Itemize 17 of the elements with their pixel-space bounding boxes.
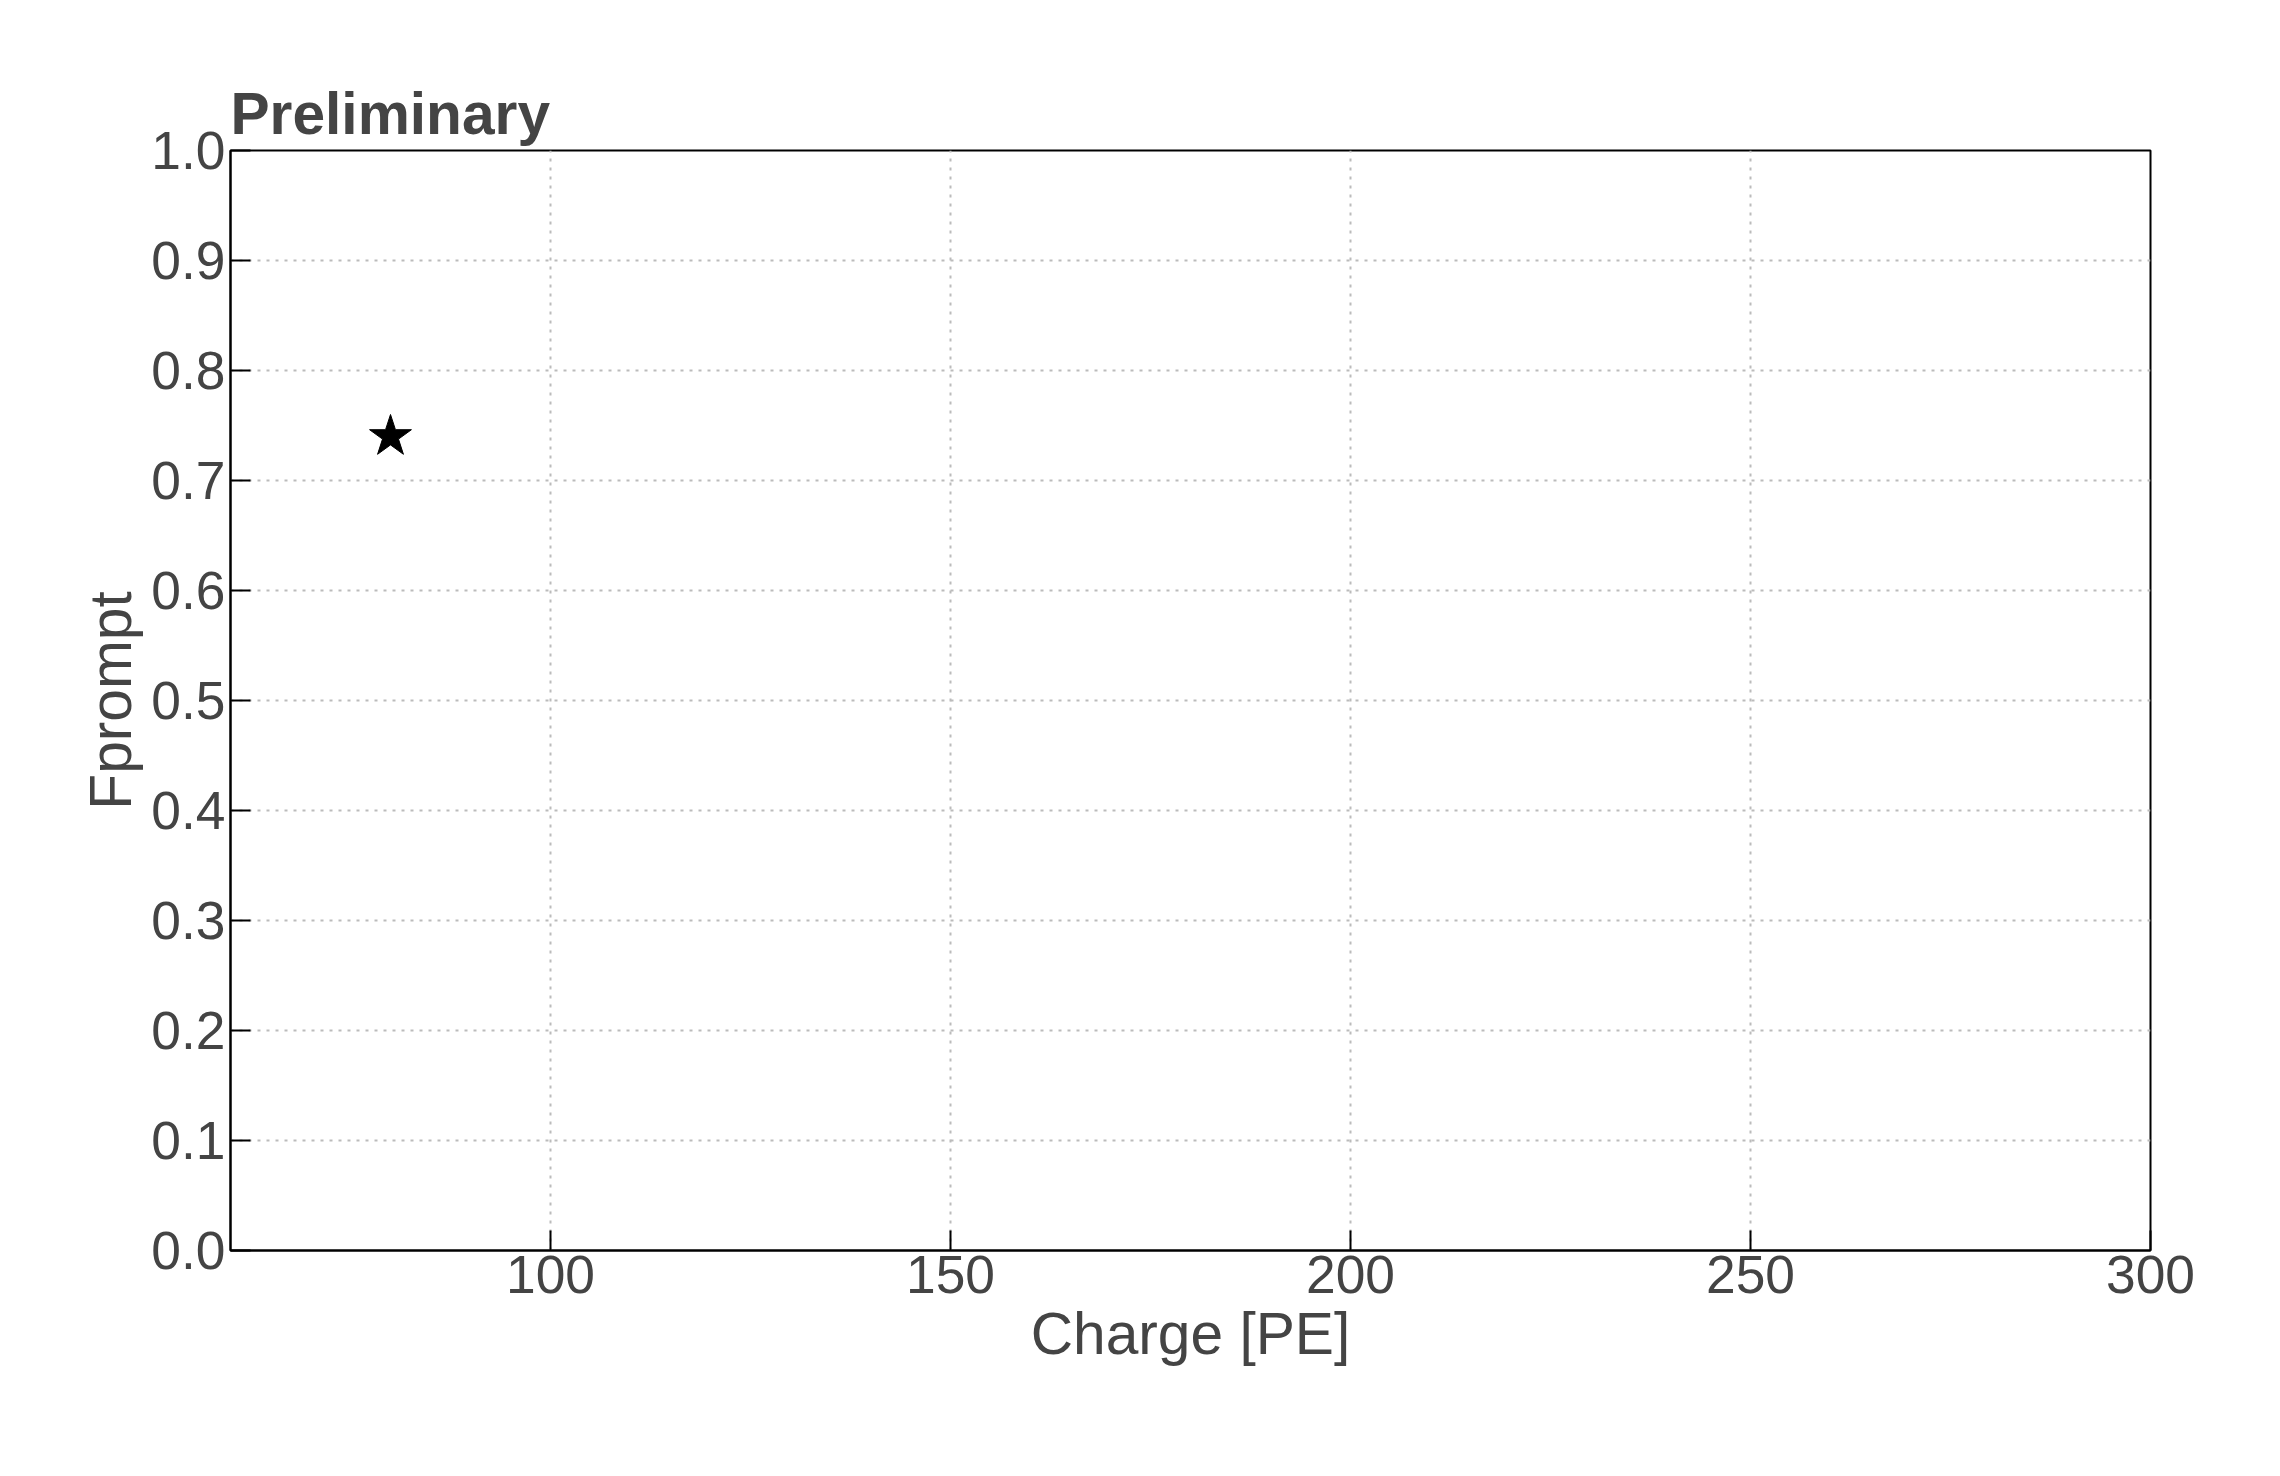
y-tick-label: 0.4 <box>151 781 226 840</box>
x-tick-label: 150 <box>906 1244 995 1304</box>
y-tick-label: 0.5 <box>151 671 226 730</box>
y-tick-label: 0.9 <box>151 231 226 290</box>
y-tick-label: 0.8 <box>151 341 226 400</box>
y-tick-label: 0.3 <box>151 891 226 950</box>
y-tick-label: 0.0 <box>151 1221 226 1280</box>
y-tick-label: 0.2 <box>151 1001 226 1060</box>
y-tick-label: 0.6 <box>151 561 226 620</box>
chart-title: Preliminary <box>230 80 551 146</box>
y-tick-label: 0.7 <box>151 451 226 510</box>
x-tick-label: 100 <box>506 1244 595 1304</box>
y-tick-label: 0.1 <box>151 1111 226 1170</box>
x-tick-label: 250 <box>1706 1244 1795 1304</box>
y-tick-label: 1.0 <box>151 121 226 180</box>
y-axis-title: Fprompt <box>78 591 144 810</box>
x-tick-label: 300 <box>2106 1244 2195 1304</box>
